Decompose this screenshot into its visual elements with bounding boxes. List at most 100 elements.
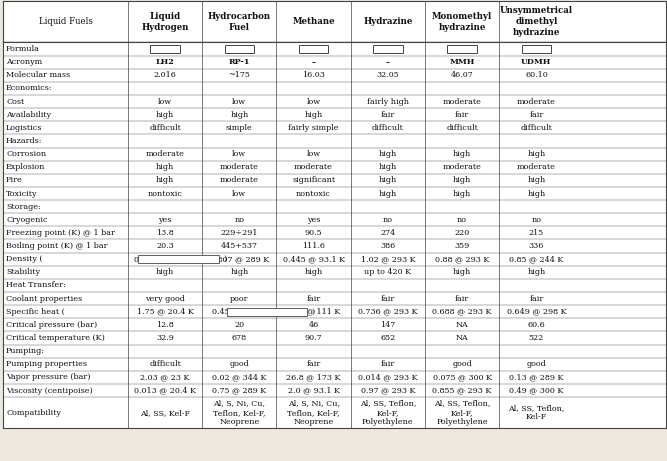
Text: Critical pressure (bar): Critical pressure (bar) xyxy=(6,321,97,329)
Text: Explosion: Explosion xyxy=(6,163,45,171)
Text: high: high xyxy=(453,177,472,184)
Text: 111.6: 111.6 xyxy=(302,242,325,250)
Text: 336: 336 xyxy=(529,242,544,250)
Text: 0.736 @ 293 K: 0.736 @ 293 K xyxy=(358,308,418,316)
Text: high: high xyxy=(453,189,472,197)
Text: Vapor pressure (bar): Vapor pressure (bar) xyxy=(6,373,91,381)
Text: high: high xyxy=(156,177,174,184)
Text: fairly high: fairly high xyxy=(367,98,409,106)
Text: simple: simple xyxy=(226,124,253,132)
Text: Density (: Density ( xyxy=(6,255,43,263)
Text: 0.649 @ 298 K: 0.649 @ 298 K xyxy=(506,308,566,316)
Bar xyxy=(227,307,307,316)
Text: NA: NA xyxy=(456,321,468,329)
Text: 0.88 @ 293 K: 0.88 @ 293 K xyxy=(435,255,490,263)
Text: 522: 522 xyxy=(529,334,544,342)
Text: fair: fair xyxy=(455,295,470,302)
Text: 1.75 @ 20.4 K: 1.75 @ 20.4 K xyxy=(137,308,193,316)
Text: 220: 220 xyxy=(454,229,470,237)
Text: Methane: Methane xyxy=(292,17,335,26)
Text: –: – xyxy=(386,58,390,66)
Text: 0.85 @ 244 K: 0.85 @ 244 K xyxy=(509,255,564,263)
Text: fair: fair xyxy=(455,111,470,118)
Text: high: high xyxy=(453,150,472,158)
Text: Hydrocarbon
Fuel: Hydrocarbon Fuel xyxy=(208,12,271,32)
Text: 0.49 @ 300 K: 0.49 @ 300 K xyxy=(509,387,564,395)
Text: fair: fair xyxy=(307,361,321,368)
Text: 32.05: 32.05 xyxy=(376,71,400,79)
Text: fair: fair xyxy=(381,295,395,302)
Text: 0.45 @ 298 K: 0.45 @ 298 K xyxy=(212,308,267,316)
Text: 215: 215 xyxy=(529,229,544,237)
Text: 445+537: 445+537 xyxy=(221,242,258,250)
Text: 2.03 @ 23 K: 2.03 @ 23 K xyxy=(140,373,190,381)
Text: high: high xyxy=(305,111,323,118)
Text: Al, S, Ni, Cu,
Teflon, Kel-F,
Neoprene: Al, S, Ni, Cu, Teflon, Kel-F, Neoprene xyxy=(213,400,265,426)
Text: fairly simple: fairly simple xyxy=(288,124,339,132)
Text: 0.85 @ 111 K: 0.85 @ 111 K xyxy=(286,308,341,316)
Text: Hydrazine: Hydrazine xyxy=(364,17,413,26)
Text: 20.3: 20.3 xyxy=(156,242,174,250)
Text: Al, SS, Teflon,
Kel-F,
Polyethylene: Al, SS, Teflon, Kel-F, Polyethylene xyxy=(434,400,490,426)
Text: Pumping:: Pumping: xyxy=(6,347,45,355)
Text: 12.8: 12.8 xyxy=(156,321,174,329)
Text: Hazards:: Hazards: xyxy=(6,137,43,145)
Text: Viscosity (centipoise): Viscosity (centipoise) xyxy=(6,387,93,395)
Text: high: high xyxy=(156,111,174,118)
Text: low: low xyxy=(307,98,321,106)
Text: Liquid Fuels: Liquid Fuels xyxy=(39,17,93,26)
Text: high: high xyxy=(379,177,397,184)
Text: Liquid
Hydrogen: Liquid Hydrogen xyxy=(141,12,189,32)
Text: fair: fair xyxy=(529,295,544,302)
Text: moderate: moderate xyxy=(145,150,185,158)
Text: 0.013 @ 20.4 K: 0.013 @ 20.4 K xyxy=(134,387,196,395)
Text: high: high xyxy=(379,189,397,197)
Text: ): ) xyxy=(311,308,315,316)
Text: difficult: difficult xyxy=(149,361,181,368)
Text: high: high xyxy=(156,163,174,171)
Text: Formula: Formula xyxy=(6,45,40,53)
Text: Pumping properties: Pumping properties xyxy=(6,361,87,368)
Text: no: no xyxy=(457,216,467,224)
Text: Al, SS, Teflon,
Kel-F,
Polyethylene: Al, SS, Teflon, Kel-F, Polyethylene xyxy=(360,400,416,426)
Text: ~175: ~175 xyxy=(228,71,250,79)
Text: 2.016: 2.016 xyxy=(153,71,177,79)
Text: moderate: moderate xyxy=(517,98,556,106)
Text: no: no xyxy=(234,216,244,224)
Text: –: – xyxy=(311,58,315,66)
Text: 0.445 @ 93.1 K: 0.445 @ 93.1 K xyxy=(283,255,345,263)
Text: up to 420 K: up to 420 K xyxy=(364,268,412,276)
Text: 0.807 @ 289 K: 0.807 @ 289 K xyxy=(209,255,269,263)
Text: high: high xyxy=(379,150,397,158)
Text: low: low xyxy=(232,150,246,158)
Text: difficult: difficult xyxy=(149,124,181,132)
Text: 0.075 @ 300 K: 0.075 @ 300 K xyxy=(433,373,492,381)
Text: Al, S, Ni, Cu,
Teflon, Kel-F,
Neoprene: Al, S, Ni, Cu, Teflon, Kel-F, Neoprene xyxy=(287,400,340,426)
Text: Economics:: Economics: xyxy=(6,84,53,92)
Text: low: low xyxy=(158,98,172,106)
Text: 2.0 @ 93.1 K: 2.0 @ 93.1 K xyxy=(287,387,340,395)
Text: 274: 274 xyxy=(380,229,396,237)
Text: Toxicity: Toxicity xyxy=(6,189,37,197)
Text: Compatibility: Compatibility xyxy=(6,409,61,417)
Text: fair: fair xyxy=(381,111,395,118)
Text: high: high xyxy=(453,268,472,276)
Text: high: high xyxy=(230,111,249,118)
Text: LH2: LH2 xyxy=(155,58,175,66)
Text: 90.7: 90.7 xyxy=(305,334,322,342)
Text: 16.03: 16.03 xyxy=(302,71,325,79)
Text: 678: 678 xyxy=(232,334,247,342)
Text: 147: 147 xyxy=(380,321,396,329)
Text: yes: yes xyxy=(307,216,320,224)
Text: Al, SS, Kel-F: Al, SS, Kel-F xyxy=(140,409,190,417)
Text: 20: 20 xyxy=(234,321,244,329)
Text: 0.75 @ 289 K: 0.75 @ 289 K xyxy=(212,387,267,395)
Text: 46.07: 46.07 xyxy=(451,71,474,79)
Text: 386: 386 xyxy=(380,242,396,250)
Bar xyxy=(448,45,477,53)
Text: high: high xyxy=(527,268,546,276)
Text: moderate: moderate xyxy=(220,163,259,171)
Text: Cryogenic: Cryogenic xyxy=(6,216,47,224)
Text: Stability: Stability xyxy=(6,268,40,276)
Text: significant: significant xyxy=(292,177,336,184)
